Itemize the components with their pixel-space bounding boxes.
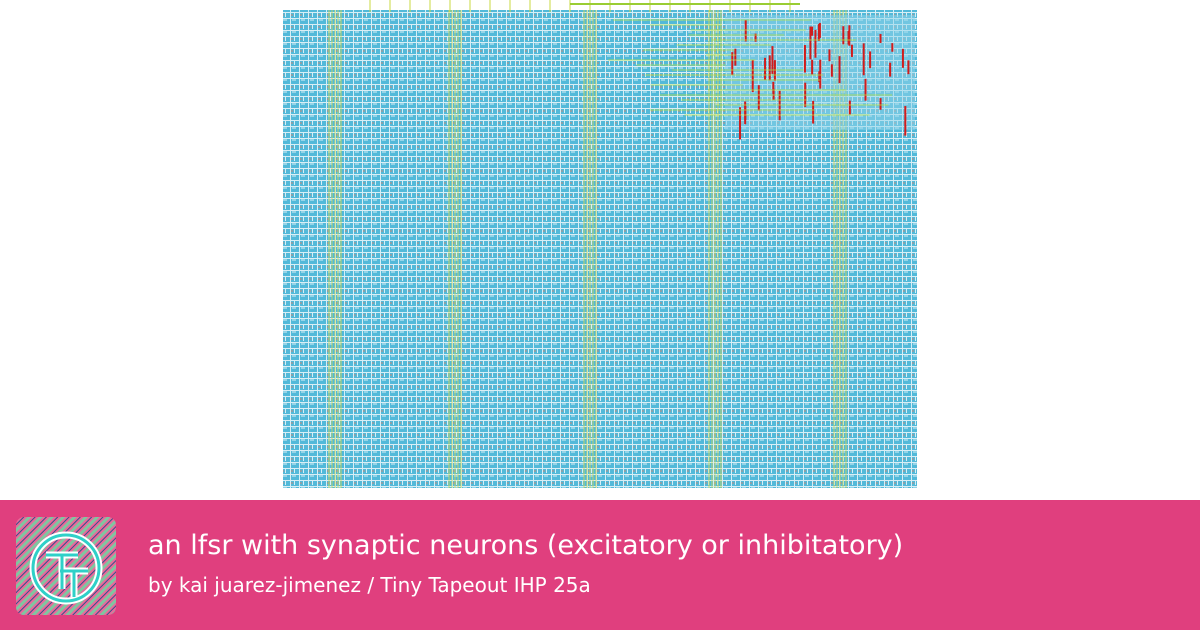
wire bbox=[812, 100, 815, 124]
wire bbox=[772, 81, 775, 94]
wire bbox=[828, 49, 831, 62]
wire bbox=[907, 60, 910, 75]
wire bbox=[757, 85, 760, 111]
wire bbox=[768, 55, 771, 81]
wire bbox=[838, 56, 841, 84]
wire bbox=[869, 51, 872, 69]
wire bbox=[842, 26, 845, 45]
wire bbox=[879, 34, 882, 43]
title: an lfsr with synaptic neurons (excitator… bbox=[148, 530, 904, 561]
wire bbox=[847, 30, 850, 45]
wire bbox=[864, 78, 867, 101]
logo bbox=[16, 517, 116, 615]
wire bbox=[850, 44, 853, 57]
wire bbox=[773, 60, 776, 81]
wire bbox=[803, 45, 806, 73]
wire bbox=[879, 98, 882, 110]
wire bbox=[754, 33, 757, 42]
routing bbox=[328, 0, 915, 488]
wire bbox=[811, 59, 814, 75]
wire bbox=[778, 90, 781, 121]
subtitle: by kai juarez-jimenez / Tiny Tapeout IHP… bbox=[148, 573, 591, 597]
wire bbox=[814, 29, 817, 58]
wire bbox=[891, 43, 894, 52]
banner: an lfsr with synaptic neurons (excitator… bbox=[0, 500, 1200, 630]
wire bbox=[819, 59, 822, 89]
wire bbox=[901, 48, 904, 68]
wire bbox=[830, 64, 833, 77]
wire bbox=[889, 62, 892, 77]
wire bbox=[862, 43, 865, 76]
wire bbox=[734, 48, 737, 66]
wire bbox=[817, 24, 820, 41]
wire bbox=[818, 22, 821, 38]
wire bbox=[771, 46, 774, 74]
wire bbox=[811, 26, 814, 36]
wire bbox=[848, 100, 851, 115]
wire bbox=[744, 19, 747, 42]
wire bbox=[731, 52, 734, 75]
wire bbox=[764, 57, 767, 80]
chip-layout bbox=[283, 0, 917, 488]
wire bbox=[809, 26, 812, 60]
wire bbox=[739, 107, 742, 140]
wire bbox=[904, 106, 907, 136]
wire bbox=[751, 60, 754, 93]
wire bbox=[772, 88, 775, 100]
wire bbox=[744, 105, 747, 120]
